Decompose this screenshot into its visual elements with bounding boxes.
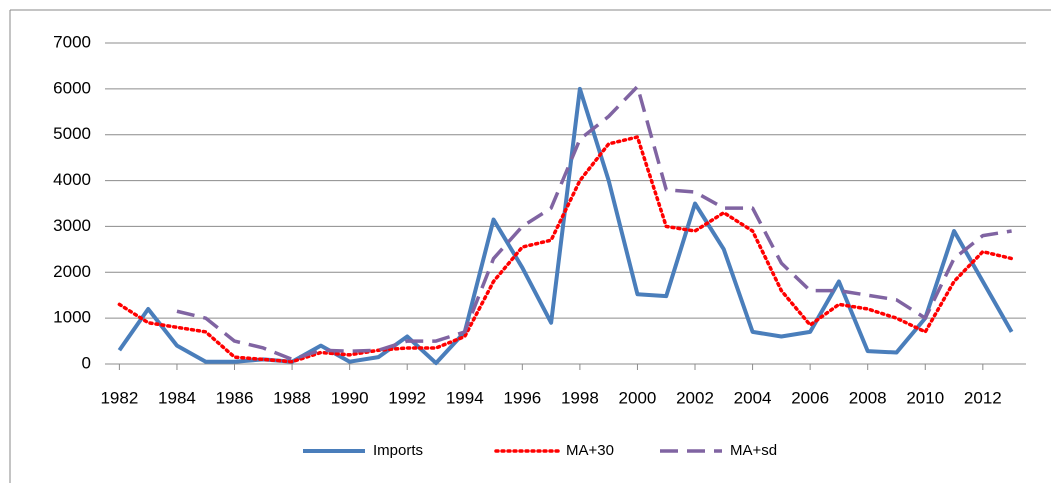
series-line [117,135,1014,364]
y-tick-label: 3000 [53,216,91,235]
y-tick-label: 2000 [53,262,91,281]
x-tick-label: 2002 [676,388,714,407]
x-tick-label: 1990 [331,388,369,407]
y-tick-label: 0 [82,353,91,372]
y-tick-label: 1000 [53,308,91,327]
y-tick-label: 4000 [53,170,91,189]
x-tick-label: 1984 [158,388,196,407]
y-tick-label: 5000 [53,124,91,143]
x-tick-label: 2012 [964,388,1002,407]
x-tick-label: 1998 [561,388,599,407]
legend-label: MA+sd [730,442,777,459]
x-tick-label: 1996 [503,388,541,407]
legend-label: MA+30 [566,442,614,459]
x-tick-label: 2006 [791,388,829,407]
x-tick-label: 1992 [388,388,426,407]
legend-label: Imports [373,442,423,459]
x-tick-label: 1986 [216,388,254,407]
x-tick-label: 2008 [849,388,887,407]
x-tick-label: 1982 [100,388,138,407]
x-tick-label: 2004 [734,388,772,407]
series-line [176,84,1012,362]
y-tick-label: 6000 [53,78,91,97]
y-tick-label: 7000 [53,32,91,51]
x-tick-label: 2010 [906,388,944,407]
x-tick-label: 1994 [446,388,484,407]
x-tick-label: 2000 [619,388,657,407]
x-tick-label: 1988 [273,388,311,407]
